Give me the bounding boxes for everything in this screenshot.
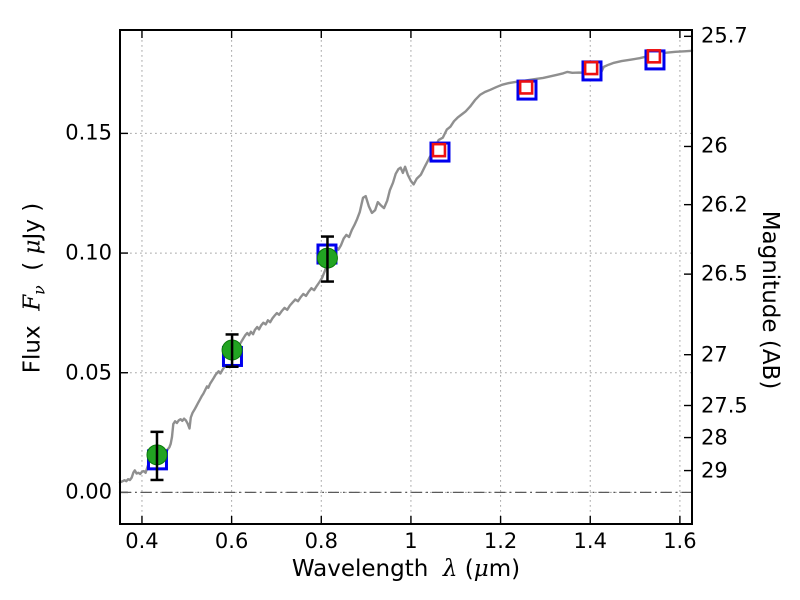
mu-symbol-flux: μ [19, 239, 46, 255]
observed-flux-square-marker [518, 80, 534, 95]
flux-tick-label: 0.00 [65, 479, 112, 504]
x-tick-label: 1.6 [663, 529, 697, 553]
x-axis-title-unit: m) [488, 556, 521, 582]
x-tick-label: 1.2 [483, 529, 518, 553]
magnitude-tick-label: 28 [701, 425, 728, 450]
x-tick-label: 0.4 [125, 529, 159, 553]
magnitude-tick-label: 27.5 [701, 392, 748, 417]
magnitude-axis-title: Magnitude (AB) [757, 210, 783, 390]
flux-tick-label: 0.05 [65, 360, 112, 385]
observed-flux-square-marker [583, 60, 599, 76]
mu-symbol: μ [473, 556, 489, 582]
x-tick-label: 1 [404, 529, 418, 553]
magnitude-tick-label: 26.5 [701, 261, 748, 286]
flux-axis-title: Flux Fν ( μJy ) [20, 203, 49, 373]
lambda-symbol: λ [442, 556, 458, 582]
observed-flux-square-marker [646, 49, 662, 64]
flux-axis-title-text: Flux [19, 310, 46, 374]
x-tick-label: 0.6 [214, 529, 249, 553]
model-spectrum-curve [118, 49, 694, 484]
x-axis-title-paren: ( [457, 556, 474, 582]
observed-flux-square-marker [431, 142, 447, 158]
x-tick-label: 1.4 [573, 529, 607, 553]
flux-symbol: F [19, 294, 46, 311]
flux-tick-label: 0.15 [65, 120, 112, 145]
x-axis-title: Wavelength λ (μm) [292, 556, 520, 582]
magnitude-tick-label: 29 [701, 458, 728, 483]
flux-tick-label: 0.10 [65, 240, 112, 265]
magnitude-tick-label: 26 [701, 133, 728, 158]
plot-frame [119, 29, 693, 525]
flux-axis-title-paren: ( [19, 254, 46, 286]
nu-subscript: ν [29, 285, 49, 295]
magnitude-tick-label: 26.2 [701, 192, 748, 217]
flux-axis-title-unit: Jy ) [19, 202, 46, 240]
magnitude-tick-label: 25.7 [701, 23, 748, 48]
x-tick-label: 0.8 [304, 529, 338, 553]
x-axis-title-text: Wavelength [291, 556, 443, 582]
magnitude-tick-label: 27 [701, 342, 728, 367]
